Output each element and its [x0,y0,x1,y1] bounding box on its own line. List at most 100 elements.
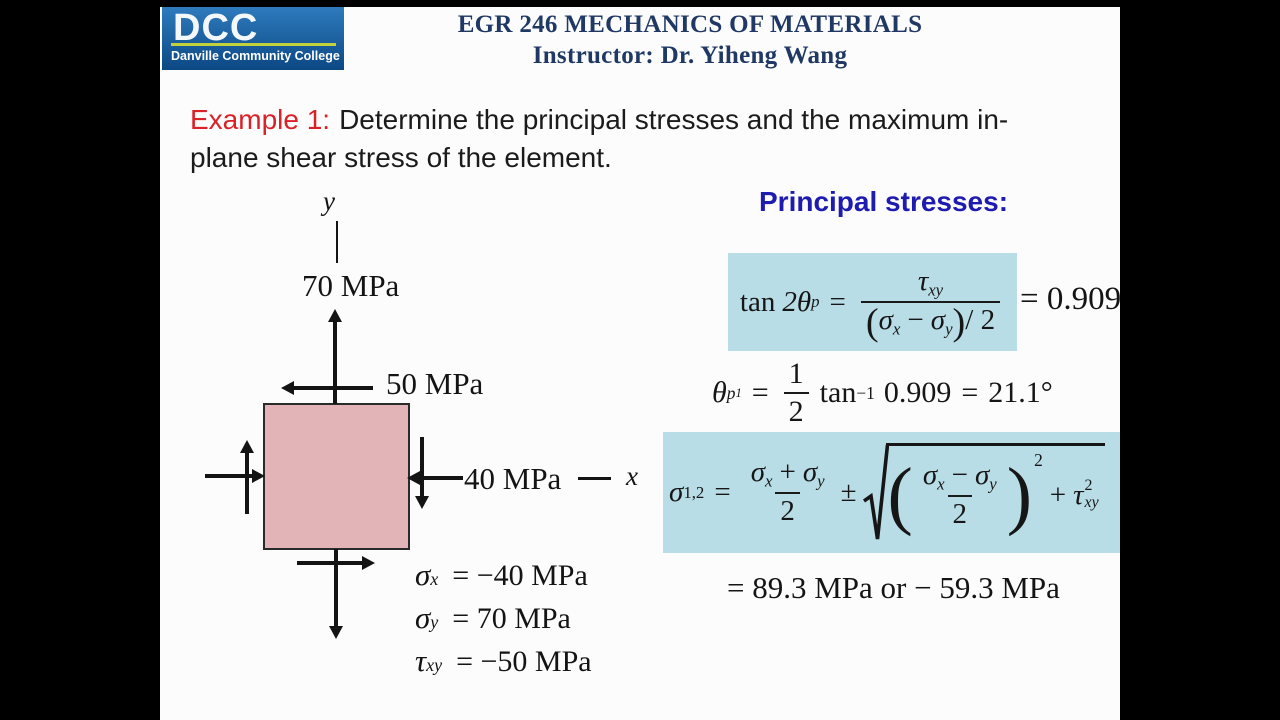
radicand: ( σx − σy 2 ) 2 + τ 2 xy [885,442,1105,543]
arrow-sigma-y-bottom-down [334,549,338,627]
inverse-superscript: −1 [856,382,875,403]
fraction-denominator: 2 [947,494,973,532]
sigma-symbol: σ [930,304,946,336]
given-tau-xy: τ xy = −50 MPa [415,643,592,679]
arrow-sigma-x-left-in [205,474,253,478]
fraction-numerator: 1 [788,356,804,390]
sigma-x-value: = −40 MPa [452,559,588,592]
sigma-y-value-label: 70 MPa [302,268,400,303]
arrow-sigma-x-right-in [419,476,463,480]
theta-p-subscript: p [811,292,820,311]
sigma-x-subscript: x [430,569,439,589]
fraction-denominator: 2 [783,392,809,431]
divide-by-two: / 2 [965,304,996,336]
sigma-symbol: σ [878,304,893,336]
one-half-fraction: 1 2 [783,356,809,431]
black-bar-top [0,0,1280,7]
radical-icon [862,444,889,539]
fraction-denominator: 2 [775,492,800,529]
sigma-symbol: σ [669,476,684,508]
x-axis-line [578,477,611,480]
fraction-numerator: τxy [913,264,948,301]
tan-2theta-result: = 0.909 [1020,281,1122,317]
fraction-numerator: σx − σy [918,458,1002,495]
example-label: Example 1: [190,104,331,135]
sigma-x-value-label: 40 MPa [464,461,562,496]
slide-background [160,7,1120,720]
sigma-x-subscript: x [765,471,773,491]
shear-value-label: 50 MPa [386,366,484,401]
p-subscript: p [726,382,736,403]
example-statement: Example 1: Determine the principal stress… [190,101,1090,177]
example-text-line1: Determine the principal stresses and the… [339,104,1009,135]
y-axis-line [336,221,338,263]
open-paren: ( [865,301,879,344]
example-text-line2: plane shear stress of the element. [190,142,612,173]
plus-sign: + [1049,478,1067,511]
equals-sign: = [714,476,731,508]
formula-tan-2theta-box: tan 2θ p = τxy (σx − σy)/ 2 [728,253,1017,351]
course-title-line1: EGR 246 MECHANICS OF MATERIALS [457,11,923,38]
sigma-symbol: σ [922,458,938,491]
theta-symbol: θ [712,376,727,409]
theta-p1-result: 21.1° [988,376,1053,409]
logo-abbreviation: DCC [173,7,259,49]
minus-sign: − [951,458,968,491]
open-paren: ( [887,453,913,537]
course-title-line2: Instructor: Dr. Yiheng Wang [532,42,848,69]
half-difference-fraction: σx − σy 2 [918,458,1002,532]
principal-stresses-heading: Principal stresses: [759,186,1009,217]
plus-sign: + [779,456,796,489]
two-theta-token: 2θ [782,285,812,318]
squared-superscript: 2 [1034,449,1043,470]
tau-xy-subscript: xy [928,280,944,300]
plus-minus-sign: ± [840,476,857,508]
sigma-symbol: σ [415,557,431,592]
tau-symbol: τ [917,265,929,298]
arrow-shear-right-down [420,437,424,497]
x-axis-label: x [626,461,638,491]
tau-symbol: τ [415,643,427,678]
logo-underline [171,43,336,46]
course-title: EGR 246 MECHANICS OF MATERIALS Instructo… [420,9,960,71]
arrow-shear-bottom-right [297,561,363,565]
square-root: ( σx − σy 2 ) 2 + τ 2 xy [862,442,1105,543]
tan-token: tan [739,285,776,318]
sigma-y-subscript: y [817,471,825,491]
equals-sign: = [961,376,979,409]
stress-element-square [263,403,410,550]
tau-sub-sup-stack: 2 xy [1084,477,1099,512]
sigma-y-value: = 70 MPa [452,602,571,635]
tan-value: 0.909 [883,376,952,409]
sigma-symbol: σ [750,456,765,489]
y-axis-label: y [323,186,335,216]
one-subsubscript: 1 [735,385,742,400]
fraction-denominator: (σx − σy)/ 2 [860,301,1001,344]
sigma-x-subscript: x [892,319,901,339]
sigma-12-result: = 89.3 MPa or − 59.3 MPa [727,570,1060,605]
logo-college-name: Danville Community College [171,49,340,63]
close-paren: ) [952,301,966,344]
average-stress-fraction: σx + σy 2 [746,455,830,529]
tan-fraction: τxy (σx − σy)/ 2 [860,264,1001,344]
black-bar-left [0,0,160,720]
sigma-symbol: σ [802,456,818,489]
tau-xy-subscript: xy [426,655,443,675]
sigma-symbol: σ [974,458,990,491]
squared-superscript: 2 [1084,477,1093,495]
formula-sigma-12-box: σ 1,2 = σx + σy 2 ± ( σx − σy 2 ) 2 + τ 2 [663,432,1120,553]
dcc-logo: DCC Danville Community College [162,7,344,70]
xy-subscript: xy [1084,494,1099,511]
close-paren: ) [1006,453,1033,537]
arrow-sigma-y-top-up [333,321,337,404]
one-two-subscript: 1,2 [683,482,705,502]
equals-sign: = [751,376,769,409]
tau-symbol: τ [1073,478,1084,511]
sigma-symbol: σ [415,600,431,635]
arrow-shear-top-left [293,386,373,390]
sigma-y-subscript: y [989,474,997,494]
sigma-x-subscript: x [937,474,945,494]
